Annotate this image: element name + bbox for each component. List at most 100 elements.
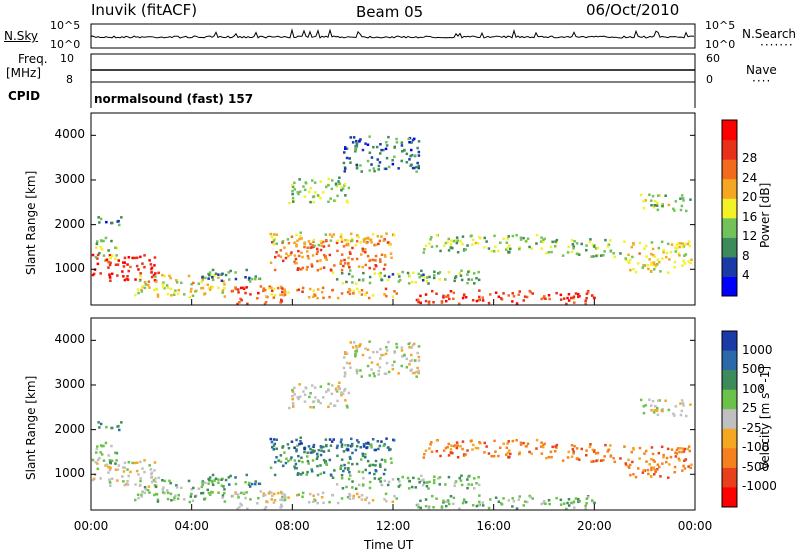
echo-cell <box>408 158 411 161</box>
echo-cell <box>328 253 332 257</box>
echo-cell <box>358 278 361 282</box>
echo-cell <box>118 428 121 432</box>
echo-cell <box>303 242 306 245</box>
echo-cell <box>508 244 511 247</box>
echo-cell <box>666 242 670 246</box>
echo-cell <box>416 351 419 355</box>
echo-cell <box>417 345 421 348</box>
echo-cell <box>609 454 613 457</box>
echo-cell <box>572 247 575 250</box>
colorbar-tick-label: 25 <box>742 401 758 416</box>
echo-cell <box>217 491 220 494</box>
echo-cell <box>403 149 406 152</box>
echo-cell <box>96 467 100 471</box>
echo-cell <box>478 295 481 299</box>
echo-cell <box>386 446 390 449</box>
echo-cell <box>364 455 367 459</box>
echo-cell <box>414 154 417 157</box>
echo-cell <box>383 263 387 266</box>
echo-cell <box>156 293 160 296</box>
echo-cell <box>123 256 127 260</box>
echo-cell <box>690 463 693 466</box>
echo-cell <box>169 276 172 280</box>
echo-cell <box>535 447 538 450</box>
echo-cell <box>123 278 127 282</box>
echo-cell <box>475 482 478 485</box>
echo-cell <box>283 451 286 454</box>
echo-cell <box>435 234 439 237</box>
colorbar-tick-label: -100 <box>742 440 770 455</box>
echo-cell <box>383 498 386 501</box>
echo-cell <box>104 259 107 262</box>
echo-cell <box>280 505 284 508</box>
echo-cell <box>574 497 578 500</box>
echo-cell <box>506 442 509 445</box>
echo-cell <box>264 301 268 304</box>
echo-cell <box>540 441 543 444</box>
echo-cell <box>547 456 551 459</box>
echo-cell <box>592 460 595 463</box>
echo-cell <box>122 275 125 278</box>
echo-cell <box>153 484 157 487</box>
echo-cell <box>135 264 139 268</box>
echo-cell <box>343 467 347 470</box>
echo-cell <box>437 272 440 275</box>
echo-cell <box>314 191 317 194</box>
echo-cell <box>116 468 120 471</box>
echo-cell <box>673 465 677 469</box>
echo-cell <box>306 246 309 249</box>
echo-cell <box>525 500 529 504</box>
echo-cell <box>406 476 410 480</box>
echo-cell <box>361 249 365 253</box>
echo-cell <box>368 356 372 359</box>
echo-cell <box>378 161 382 164</box>
echo-cell <box>573 301 576 304</box>
echo-cell <box>592 245 596 248</box>
echo-cell <box>288 201 291 205</box>
echo-cell <box>681 197 685 200</box>
echo-cell <box>109 261 112 265</box>
echo-cell <box>98 251 101 255</box>
echo-cell <box>175 281 179 284</box>
echo-cell <box>675 452 679 455</box>
echo-cell <box>384 372 388 376</box>
echo-cell <box>590 499 594 502</box>
echo-cell <box>98 221 101 224</box>
echo-cell <box>492 455 496 458</box>
echo-cell <box>143 281 147 284</box>
echo-cell <box>646 263 650 267</box>
echo-cell <box>275 438 278 441</box>
echo-cell <box>519 443 523 446</box>
echo-cell <box>365 446 368 450</box>
echo-cell <box>415 165 418 169</box>
echo-cell <box>197 282 201 285</box>
echo-cell <box>290 251 293 254</box>
echo-cell <box>689 466 692 470</box>
echo-cell <box>489 293 492 296</box>
echo-cell <box>658 194 661 197</box>
echo-cell <box>382 239 385 242</box>
echo-cell <box>110 444 113 448</box>
echo-cell <box>573 445 576 448</box>
echo-cell <box>301 460 304 464</box>
echo-cell <box>391 159 394 162</box>
echo-cell <box>285 252 288 255</box>
echo-cell <box>291 401 295 405</box>
echo-cell <box>122 261 125 264</box>
echo-cell <box>339 440 343 444</box>
colorbar-segment <box>722 409 737 430</box>
echo-cell <box>451 246 454 250</box>
echo-cell <box>141 285 144 288</box>
echo-cell <box>123 261 126 264</box>
echo-cell <box>107 454 110 457</box>
echo-cell <box>99 451 102 454</box>
echo-cell <box>354 355 357 358</box>
echo-cell <box>335 185 339 188</box>
echo-cell <box>122 480 125 483</box>
echo-cell <box>371 258 375 262</box>
echo-cell <box>518 290 521 293</box>
echo-cell <box>95 242 99 246</box>
echo-cell <box>283 498 287 502</box>
echo-cell <box>644 449 648 453</box>
echo-cell <box>360 253 363 256</box>
